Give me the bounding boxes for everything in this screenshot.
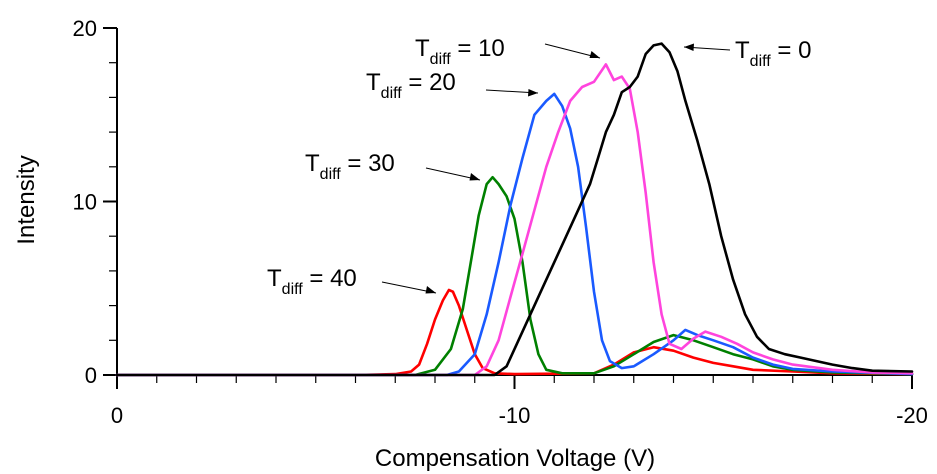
- series-line-4: [115, 42, 914, 377]
- svg-text:Tdiff = 0: Tdiff = 0: [735, 37, 811, 70]
- annotation-arrowhead: [425, 286, 436, 294]
- x-axis-title: Compensation Voltage (V): [375, 445, 655, 472]
- annotation-arrowhead: [684, 43, 694, 51]
- series-layer: [115, 42, 914, 377]
- y-axis-title: Intensity: [13, 155, 40, 244]
- annotation-arrowhead: [469, 173, 480, 181]
- annotation-subscript: diff: [750, 53, 772, 70]
- annotation-value: = 0: [771, 37, 812, 64]
- svg-text:Tdiff = 40: Tdiff = 40: [267, 265, 357, 298]
- annotation-tdiff-30: Tdiff = 30: [305, 150, 481, 183]
- x-tick-label: 0: [111, 403, 123, 428]
- series-line-2: [115, 92, 914, 377]
- y-tick-label: 10: [73, 190, 97, 215]
- series-line-0: [115, 288, 914, 377]
- tick-labels: 0 -10 -20 0 10 20: [73, 16, 928, 428]
- x-tick-label: -20: [896, 403, 928, 428]
- svg-text:Tdiff = 30: Tdiff = 30: [305, 150, 395, 183]
- annotation-symbol: T: [735, 37, 750, 64]
- annotation-tdiff-20: Tdiff = 20: [366, 69, 539, 102]
- svg-text:Tdiff = 10: Tdiff = 10: [415, 35, 505, 68]
- series-line-3: [115, 63, 914, 377]
- y-tick-label: 20: [73, 16, 97, 41]
- x-tick-label: -10: [499, 403, 531, 428]
- svg-text:Tdiff = 20: Tdiff = 20: [366, 69, 456, 102]
- annotation-tdiff-0: Tdiff = 0: [683, 37, 811, 70]
- series-line-1: [115, 175, 914, 377]
- annotation-tdiff-40: Tdiff = 40: [267, 265, 437, 298]
- annotation-tdiff-10: Tdiff = 10: [415, 35, 601, 68]
- annotation-arrowhead: [528, 89, 538, 97]
- axes: [103, 27, 913, 389]
- y-tick-label: 0: [85, 363, 97, 388]
- annotation-arrowhead: [589, 51, 600, 58]
